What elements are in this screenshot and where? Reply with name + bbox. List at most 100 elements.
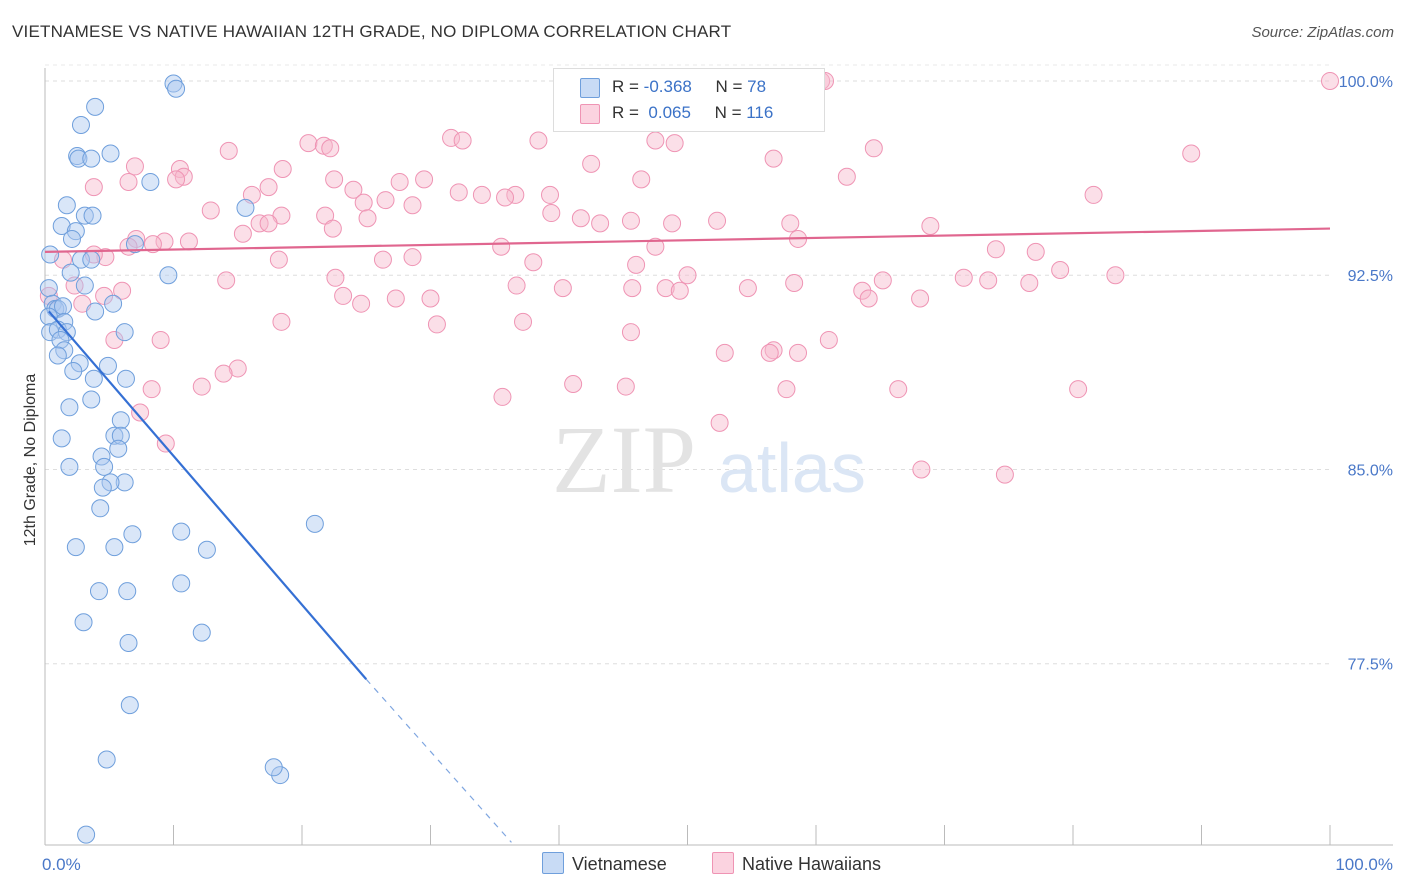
vietnamese-point (60, 398, 79, 417)
bottom-legend-vietnamese: Vietnamese (542, 852, 667, 875)
native-hawaiians-point (113, 281, 132, 300)
native-hawaiians-point (954, 268, 973, 287)
watermark-atlas: atlas (718, 429, 866, 507)
vietnamese-point (86, 302, 105, 321)
x-tick-label-max: 100.0% (1335, 855, 1393, 874)
vietnamese-point (66, 538, 85, 557)
native-hawaiians-point (859, 289, 878, 308)
vietnamese-point (192, 623, 211, 642)
vietnamese-point (39, 279, 58, 298)
native-hawaiians-point (864, 139, 883, 158)
native-hawaiians-point (1182, 144, 1201, 163)
native-hawaiians-point (1020, 273, 1039, 292)
native-hawaiians-point (764, 149, 783, 168)
native-hawaiians-point (553, 279, 572, 298)
vietnamese-point (52, 216, 71, 235)
legend-n-value-native-hawaiians: 116 (746, 103, 774, 122)
native-hawaiians-point (131, 403, 150, 422)
vietnamese-point (82, 149, 101, 168)
native-hawaiians-point (354, 193, 373, 212)
stats-legend: R = -0.368 N = 78 R = 0.065 N = 116 (553, 68, 825, 132)
native-hawaiians-point (472, 185, 491, 204)
native-hawaiians-point (665, 134, 684, 153)
native-hawaiians-point (415, 170, 434, 189)
native-hawaiians-point (1051, 261, 1070, 280)
native-hawaiians-point (1069, 380, 1088, 399)
y-tick-label: 85.0% (1348, 462, 1393, 479)
native-hawaiians-point (656, 279, 675, 298)
vietnamese-point (120, 696, 139, 715)
vietnamese-point (116, 369, 135, 388)
native-hawaiians-point (542, 204, 561, 223)
vietnamese-point (75, 276, 94, 295)
native-hawaiians-point (632, 170, 651, 189)
native-hawaiians-point (889, 380, 908, 399)
native-hawaiians-point (119, 172, 138, 191)
native-hawaiians-point (1026, 242, 1045, 261)
vietnamese-point (89, 582, 108, 601)
vietnamese-point (119, 633, 138, 652)
native-hawaiians-point (529, 131, 548, 150)
bottom-legend-label-vietnamese: Vietnamese (572, 854, 667, 874)
native-hawaiians-point (156, 434, 175, 453)
native-hawaiians-point (1321, 71, 1339, 90)
vietnamese-point (264, 758, 283, 777)
native-hawaiians-point (326, 268, 345, 287)
vietnamese-point (95, 457, 114, 476)
vietnamese-point (83, 206, 102, 225)
native-hawaiians-point (777, 380, 796, 399)
native-hawaiians-point (95, 286, 114, 305)
native-hawaiians-point (376, 191, 395, 210)
vietnamese-point (75, 206, 94, 225)
vietnamese-point (84, 369, 103, 388)
vietnamese-point (51, 330, 70, 349)
axes (44, 68, 1393, 846)
native-hawaiians-point (715, 343, 734, 362)
series-native-hawaiians (39, 71, 1339, 484)
native-hawaiians-point (1084, 185, 1103, 204)
vietnamese-point (64, 362, 83, 381)
vietnamese-point (71, 115, 90, 134)
vietnamese-point (86, 97, 105, 116)
native-hawaiians-point (192, 377, 211, 396)
native-hawaiians-point (678, 266, 697, 285)
vietnamese-point (62, 229, 81, 248)
vietnamese-point (52, 429, 71, 448)
vietnamese-point (111, 411, 130, 430)
native-hawaiians-point (142, 380, 161, 399)
native-hawaiians-point (201, 201, 220, 220)
native-hawaiians-point (591, 214, 610, 233)
native-hawaiians-point (738, 279, 757, 298)
vietnamese-point (91, 499, 110, 518)
native-hawaiians-point (321, 139, 340, 158)
vietnamese-point (159, 266, 178, 285)
native-hawaiians-point (453, 131, 472, 150)
native-hawaiians-point (616, 377, 635, 396)
vietnamese-point (172, 574, 191, 593)
vietnamese-point (101, 144, 120, 163)
native-hawaiians-point (837, 167, 856, 186)
native-hawaiians-point (979, 271, 998, 290)
native-hawaiians-point (167, 170, 186, 189)
native-hawaiians-point (524, 253, 543, 272)
trend-line-vietnamese (48, 310, 368, 680)
native-hawaiians-point (269, 250, 288, 269)
vietnamese-point (197, 540, 216, 559)
vietnamese-point (125, 235, 144, 254)
native-hawaiians-point (386, 289, 405, 308)
native-hawaiians-point (623, 279, 642, 298)
native-hawaiians-point (259, 214, 278, 233)
native-hawaiians-point (214, 364, 233, 383)
vietnamese-point (61, 263, 80, 282)
native-hawaiians-point (323, 219, 342, 238)
native-hawaiians-point (710, 413, 729, 432)
native-hawaiians-point (151, 330, 170, 349)
native-hawaiians-point (334, 286, 353, 305)
y-tick-label: 92.5% (1348, 268, 1393, 285)
native-hawaiians-point (325, 170, 344, 189)
native-hawaiians-point (514, 312, 533, 331)
native-hawaiians-point (663, 214, 682, 233)
native-hawaiians-point (582, 154, 601, 173)
watermark: ZIP atlas (552, 406, 866, 513)
vietnamese-point (164, 74, 183, 93)
